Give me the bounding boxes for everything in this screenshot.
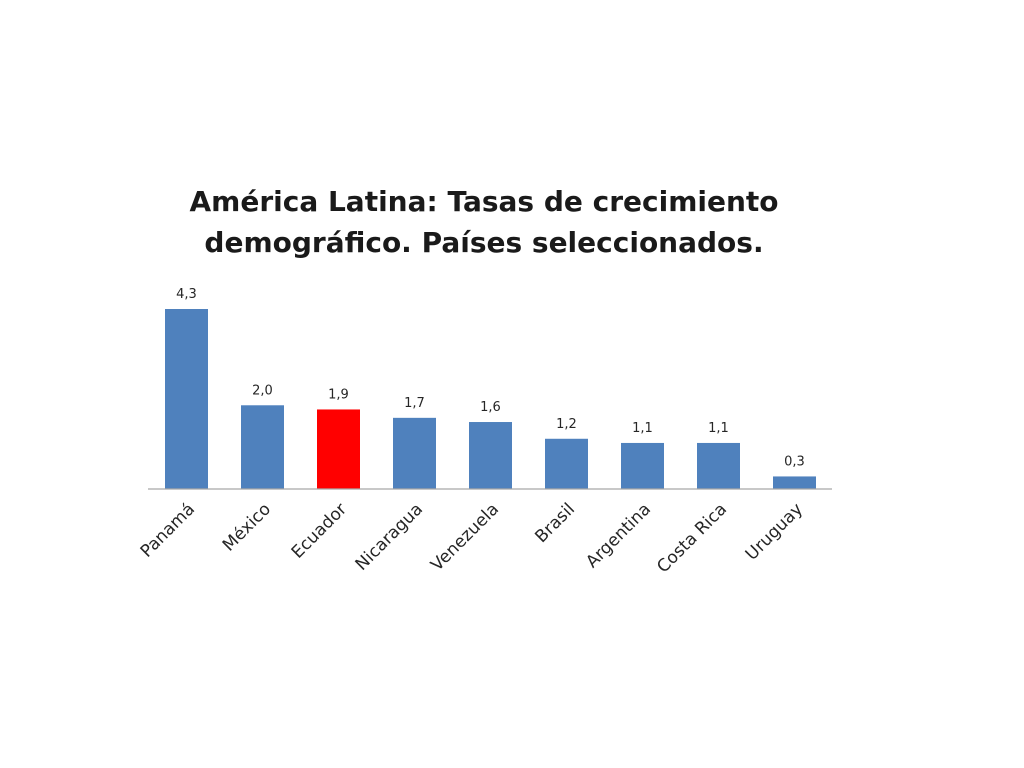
bar-ecuador — [317, 409, 360, 489]
category-label-ecuador: Ecuador — [288, 499, 351, 562]
value-label-argentina: 1,1 — [632, 421, 653, 436]
value-label-venezuela: 1,6 — [480, 400, 501, 415]
chart-title-line-2: demográfico. Países seleccionados. — [204, 226, 763, 259]
bar-panama — [165, 309, 208, 489]
bar-uruguay — [773, 476, 816, 489]
bars-layer — [165, 309, 816, 489]
value-label-panama: 4,3 — [176, 287, 197, 302]
category-label-venezuela: Venezuela — [427, 499, 503, 575]
value-label-ecuador: 1,9 — [328, 387, 349, 402]
value-label-costa-rica: 1,1 — [708, 421, 729, 436]
category-label-mexico: México — [219, 499, 275, 555]
category-labels-layer: Panamá México Ecuador Nicaragua Venezuela Bra… — [137, 499, 807, 577]
value-labels-layer: 4,3 2,0 1,9 1,7 1,6 1,2 1,1 1,1 0,3 — [176, 287, 805, 469]
category-label-uruguay: Uruguay — [742, 499, 807, 564]
value-label-uruguay: 0,3 — [784, 454, 805, 469]
category-label-nicaragua: Nicaragua — [352, 499, 427, 574]
category-label-argentina: Argentina — [582, 499, 655, 572]
value-label-brasil: 1,2 — [556, 417, 577, 432]
value-label-mexico: 2,0 — [252, 383, 273, 398]
bar-costa-rica — [697, 442, 740, 489]
bar-nicaragua — [393, 417, 436, 489]
bar-venezuela — [469, 422, 512, 489]
bar-mexico — [241, 405, 284, 489]
category-label-costa-rica: Costa Rica — [653, 499, 731, 577]
bar-brasil — [545, 438, 588, 489]
category-label-panama: Panamá — [137, 499, 199, 561]
chart-title-line-1: América Latina: Tasas de crecimiento — [189, 185, 778, 218]
category-label-brasil: Brasil — [531, 499, 579, 547]
bar-argentina — [621, 442, 664, 489]
value-label-nicaragua: 1,7 — [404, 396, 425, 411]
